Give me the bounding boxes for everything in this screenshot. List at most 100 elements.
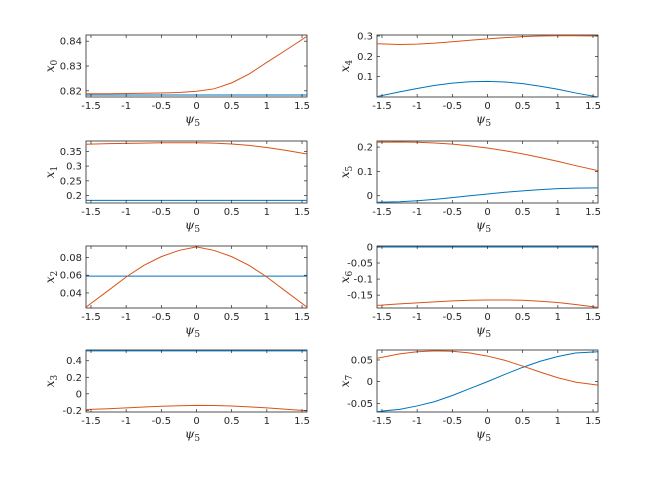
y-tick-label: 0.25 [60,176,82,187]
x-tick-label: 1.5 [294,312,310,323]
series-line-2 [86,404,307,412]
y-tick-label: 0.2 [357,143,373,154]
x-tick-label: -0.5 [152,416,172,427]
x-tick-label: 1 [555,101,561,112]
series-line-1 [377,351,598,412]
x-tick-label: 1 [555,312,561,323]
y-axis-label: x4 [338,59,355,72]
y-tick-label: 0.2 [66,373,82,384]
y-axis-label: x3 [43,374,60,387]
subplot-3: -1.5 -1 -0.5 0 0.5 1 1.5 0 0.1 0.2 ψ5 x5 [338,140,601,235]
y-tick-label: 0.2 [357,52,373,63]
x-axis-label: ψ5 [476,427,491,444]
x-tick-label: 0.5 [515,416,531,427]
x-tick-label: -0.5 [443,416,463,427]
axes-box [85,245,308,309]
x-tick-label: -0.5 [443,207,463,218]
subplot-4: -1.5 -1 -0.5 0 0.5 1 1.5 0.04 0.06 0.08 ψ5 x2 [43,245,310,340]
y-tick-label: 0 [367,242,373,253]
x-tick-label: 1.5 [585,207,601,218]
x-axis-label: ψ5 [476,323,491,340]
subplot-6: -1.5 -1 -0.5 0 0.5 1 1.5 -0.2 0 0.2 0.4 ψ5 x3 [43,349,310,444]
y-axis-label: x2 [43,271,60,284]
axes-box [376,245,599,309]
x-tick-label: 1.5 [585,101,601,112]
x-tick-label: 0.5 [515,312,531,323]
subplot-1: -1.5 -1 -0.5 0 0.5 1 1.5 0.1 0.2 0.3 ψ5 x4 [338,32,601,129]
x-tick-label: 0 [193,416,199,427]
axes-box [85,34,308,98]
subplot-5: -1.5 -1 -0.5 0 0.5 1 1.5 0 -0.05 -0.1 -0.15 ψ5 x6 [338,242,601,340]
x-tick-label: 1 [264,101,270,112]
x-tick-label: 0 [484,416,490,427]
x-tick-label: -0.5 [152,207,172,218]
x-tick-label: -0.5 [443,312,463,323]
series-line-1 [377,80,598,97]
x-axis-label: ψ5 [476,218,491,235]
y-tick-label: 0.2 [66,191,82,202]
x-tick-label: 1.5 [294,101,310,112]
series-line-2 [377,299,598,308]
x-tick-label: 1.5 [294,416,310,427]
x-tick-label: -1 [121,207,131,218]
x-tick-label: -1.5 [372,207,392,218]
x-tick-label: 0.5 [515,101,531,112]
x-tick-label: -1.5 [372,416,392,427]
x-tick-label: 0 [193,312,199,323]
subplot-7: -1.5 -1 -0.5 0 0.5 1 1.5 -0.05 0 0.05 ψ5 x7 [338,349,601,444]
x-tick-label: -1.5 [81,312,101,323]
y-tick-label: 0.82 [60,86,82,97]
x-tick-label: 0.5 [515,207,531,218]
x-tick-label: 1 [264,207,270,218]
y-axis-label: x0 [43,59,60,72]
x-tick-label: 1.5 [294,207,310,218]
series-line-2 [86,35,307,95]
x-tick-label: 1 [264,416,270,427]
subplot-2: -1.5 -1 -0.5 0 0.5 1 1.5 0.2 0.25 0.3 0.35 ψ5 x1 [43,140,310,235]
x-tick-label: -0.5 [152,312,172,323]
y-tick-label: -0.05 [347,259,373,270]
y-tick-label: -0.05 [347,399,373,410]
axes-box [376,349,599,413]
y-axis-label: x6 [338,270,355,283]
x-tick-label: 1 [264,312,270,323]
x-tick-label: -1.5 [372,101,392,112]
x-tick-label: -1.5 [81,101,101,112]
x-tick-label: 0 [484,312,490,323]
x-tick-label: 1 [555,207,561,218]
x-axis-label: ψ5 [185,427,200,444]
subplot-0: -1.5 -1 -0.5 0 0.5 1 1.5 0.82 0.83 0.84 ψ5 x0 [43,34,310,129]
x-tick-label: -1 [412,312,422,323]
x-tick-label: -1.5 [81,416,101,427]
y-tick-label: 0.04 [60,288,82,299]
y-tick-label: 0.1 [357,167,373,178]
y-axis-label: x5 [338,165,355,178]
axes-box [376,140,599,204]
y-tick-label: 0 [76,389,82,400]
x-tick-label: 1 [555,416,561,427]
x-tick-label: 0 [484,101,490,112]
y-tick-label: 0.3 [66,162,82,173]
x-tick-label: 1.5 [585,312,601,323]
x-tick-label: -1.5 [81,207,101,218]
y-tick-label: 0.1 [357,72,373,83]
x-tick-label: -1 [412,101,422,112]
y-tick-label: 0.06 [60,271,82,282]
y-axis-label: x1 [43,166,60,179]
x-tick-label: -1 [121,101,131,112]
y-tick-label: 0.35 [60,147,82,158]
x-tick-label: -1 [412,207,422,218]
axes-box [85,140,308,204]
x-tick-label: 0.5 [224,101,240,112]
x-tick-label: 1.5 [585,416,601,427]
x-tick-label: 0.5 [224,207,240,218]
y-tick-label: 0.08 [60,253,82,264]
y-tick-label: -0.15 [347,291,373,302]
axes-box [85,349,308,413]
y-tick-label: 0 [367,377,373,388]
y-tick-label: -0.1 [353,275,373,286]
x-tick-label: 0 [484,207,490,218]
x-axis-label: ψ5 [185,218,200,235]
y-tick-label: 0.05 [351,355,373,366]
